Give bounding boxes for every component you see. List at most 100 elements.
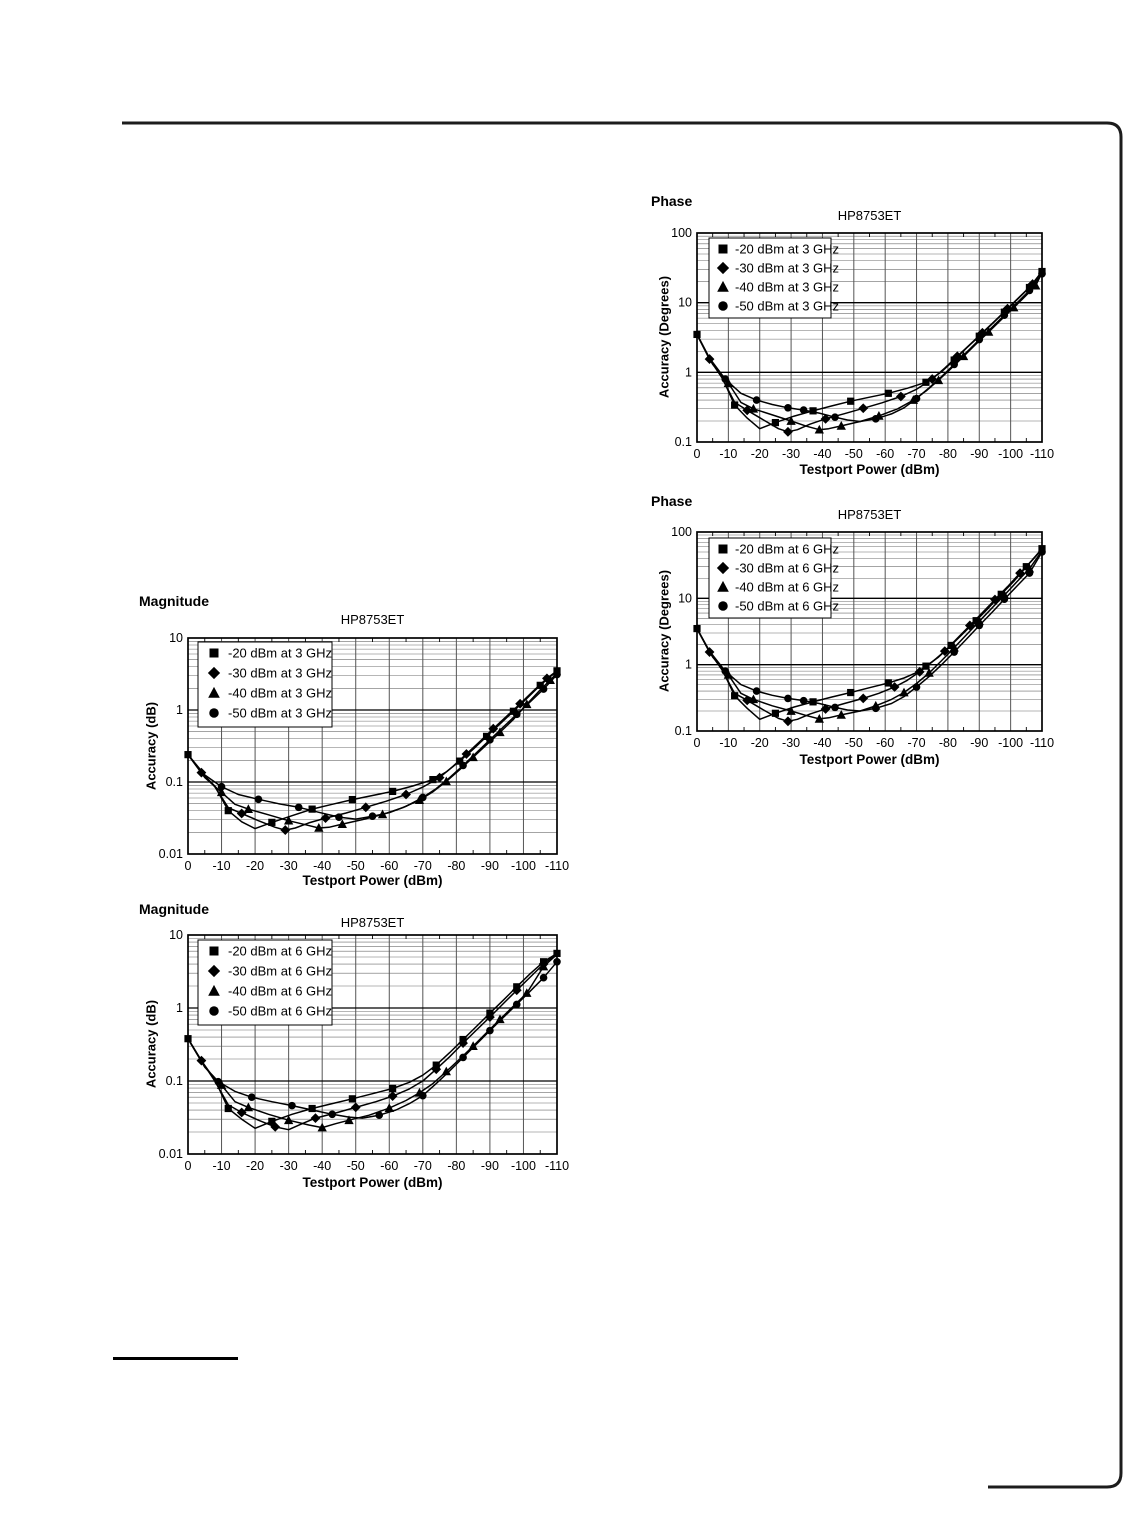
triangle-marker [243,1102,254,1112]
legend: -20 dBm at 6 GHz -30 dBm at 6 GHz -40 dBm … [708,537,839,619]
x-tick-label: -100 [511,1159,536,1173]
triangle-marker [717,280,729,292]
x-tick-label: -90 [970,736,988,750]
y-tick-label: 0.01 [159,1147,183,1161]
x-tick-label: -80 [447,859,465,873]
x-tick-label: -60 [876,447,894,461]
circle-marker [799,406,808,414]
series-line-square [187,670,558,830]
chart-section-label: Phase [651,493,693,509]
series-group [693,545,1046,727]
circle-marker [871,704,880,713]
x-tick-label: -60 [380,859,398,873]
x-tick-label: -20 [751,447,769,461]
triangle-marker [314,823,324,832]
diamond-marker [858,693,869,704]
series-group [184,667,561,835]
square-marker [209,946,219,956]
legend-label: -50 dBm at 6 GHz [228,1004,332,1019]
circle-marker [459,1053,467,1062]
circle-marker [368,812,377,820]
circle-marker [871,415,880,423]
x-tick-label: -30 [280,1159,298,1173]
square-marker [884,679,892,687]
square-marker [209,648,219,658]
x-tick-label: -100 [998,447,1023,461]
x-tick-label: -10 [213,859,231,873]
y-tick-label: 1 [176,1001,183,1015]
square-marker [308,805,316,813]
diamond-marker [927,374,938,384]
triangle-marker [243,804,254,813]
square-marker [389,787,397,796]
plot-area: -20 dBm at 3 GHz -30 dBm at 3 GHz -40 dBm … [159,631,569,873]
triangle-marker [786,706,796,715]
x-tick-label: -30 [280,859,298,873]
circle-marker [512,1000,521,1009]
triangle-marker [522,699,532,709]
chart-title: HP8753ET [837,507,902,522]
x-tick-label: -60 [380,1159,398,1173]
diamond-marker [783,716,793,727]
legend: -20 dBm at 3 GHz -30 dBm at 3 GHz -40 dBm … [197,641,333,728]
diamond-marker [990,594,1000,605]
circle-marker [721,667,730,675]
diamond-marker [1002,303,1013,314]
diamond-marker [716,261,730,275]
plot-area: -20 dBm at 6 GHz -30 dBm at 6 GHz -40 dBm … [671,525,1054,750]
circle-marker [912,683,921,691]
diamond-marker [820,704,831,714]
square-marker [847,397,855,405]
circle-marker [1038,548,1046,556]
x-tick-label: -80 [939,736,957,750]
x-axis-title: Testport Power (dBm) [302,873,443,888]
circle-marker [209,708,219,718]
legend-label: -20 dBm at 6 GHz [228,944,332,959]
square-marker [731,692,739,700]
circle-marker [1038,269,1046,278]
diamond-marker [820,413,831,424]
chart-phase-6ghz: Phase HP8753ET Accuracy (Degrees) -20 dB… [640,490,1120,788]
x-tick-label: -110 [1030,736,1054,750]
series-group [693,267,1046,437]
diamond-marker [350,1102,361,1113]
circle-marker [831,413,839,421]
circle-marker [718,601,728,611]
diamond-marker [236,808,247,819]
legend-box [197,641,333,728]
legend-label: -30 dBm at 3 GHz [735,261,839,276]
triangle-marker [836,421,846,430]
legend-label: -30 dBm at 3 GHz [228,666,332,681]
diamond-marker [939,646,950,657]
square-marker [693,624,701,633]
triangle-marker [208,686,220,698]
legend-label: -20 dBm at 6 GHz [735,542,839,557]
square-marker [348,1095,356,1103]
circle-marker [335,813,343,821]
triangle-marker [717,580,729,592]
square-marker [224,807,232,815]
triangle-marker [216,1080,227,1089]
circle-marker [950,648,958,656]
plot-area: -20 dBm at 3 GHz -30 dBm at 3 GHz -40 dBm … [671,226,1054,461]
square-marker [771,709,780,717]
legend-label: -50 dBm at 6 GHz [735,599,839,614]
diamond-marker [207,666,221,680]
diamond-marker [401,789,411,800]
square-marker [389,1084,397,1093]
x-tick-label: -40 [813,736,831,750]
circle-marker [912,394,921,403]
circle-marker [950,360,958,369]
diamond-marker [320,813,331,824]
square-marker [224,1104,232,1113]
circle-marker [975,335,984,344]
circle-marker [209,1006,219,1016]
x-tick-label: -30 [782,736,800,750]
legend-box [708,537,832,619]
circle-marker [539,685,548,693]
tick-labels: 0 -10 -20 -30 -40 -50 -60 -70 -80 -90 -100 -110 10 1 0… [159,631,569,873]
circle-marker [294,803,303,812]
tick-labels: 0 -10 -20 -30 -40 -50 -60 -70 -80 -90 -100 -110 100 1… [671,525,1054,750]
circle-marker [553,670,561,679]
